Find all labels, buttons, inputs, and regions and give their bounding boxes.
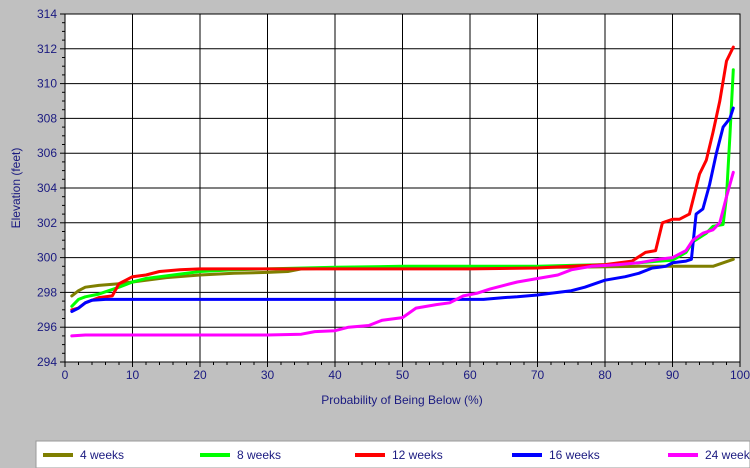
- x-tick-label: 80: [598, 368, 612, 382]
- y-tick-label: 298: [37, 285, 57, 299]
- x-tick-label: 10: [126, 368, 140, 382]
- y-tick-label: 296: [37, 320, 57, 334]
- x-tick-label: 40: [328, 368, 342, 382]
- y-tick-label: 314: [37, 7, 57, 21]
- y-axis-label: Elevation (feet): [9, 148, 23, 229]
- legend-label: 24 weeks: [705, 448, 750, 462]
- legend: [35, 440, 750, 468]
- y-tick-label: 308: [37, 111, 57, 125]
- series-line-12-weeks: [70, 45, 735, 312]
- legend-label: 12 weeks: [392, 448, 443, 462]
- series-line-4-weeks: [70, 257, 735, 298]
- axis-ticks: 0 10 20 30 40 50 60 70 80 90 100 294 296 298 300 302 304…: [37, 7, 750, 382]
- x-axis-label: Probability of Being Below (%): [321, 393, 482, 407]
- x-tick-label: 70: [531, 368, 545, 382]
- series-lines: [70, 45, 735, 338]
- x-tick-label: 0: [62, 368, 69, 382]
- x-tick-label: 20: [193, 368, 207, 382]
- y-tick-label: 312: [37, 42, 57, 56]
- x-tick-label: 60: [463, 368, 477, 382]
- y-tick-label: 300: [37, 251, 57, 265]
- x-tick-label: 30: [261, 368, 275, 382]
- x-tick-label: 50: [396, 368, 410, 382]
- y-tick-label: 306: [37, 146, 57, 160]
- y-tick-label: 310: [37, 77, 57, 91]
- series-line-16-weeks: [70, 106, 735, 313]
- y-tick-label: 304: [37, 181, 57, 195]
- legend-label: 4 weeks: [80, 448, 124, 462]
- x-tick-label: 90: [666, 368, 680, 382]
- legend-label: 8 weeks: [237, 448, 281, 462]
- x-tick-label: 100: [730, 368, 750, 382]
- grid: [64, 13, 741, 363]
- legend-items: 4 weeks 8 weeks 12 weeks 16 weeks 24 weeks: [43, 448, 750, 462]
- series-line-24-weeks: [70, 170, 735, 338]
- legend-label: 16 weeks: [549, 448, 600, 462]
- y-tick-label: 294: [37, 355, 57, 369]
- y-tick-label: 302: [37, 216, 57, 230]
